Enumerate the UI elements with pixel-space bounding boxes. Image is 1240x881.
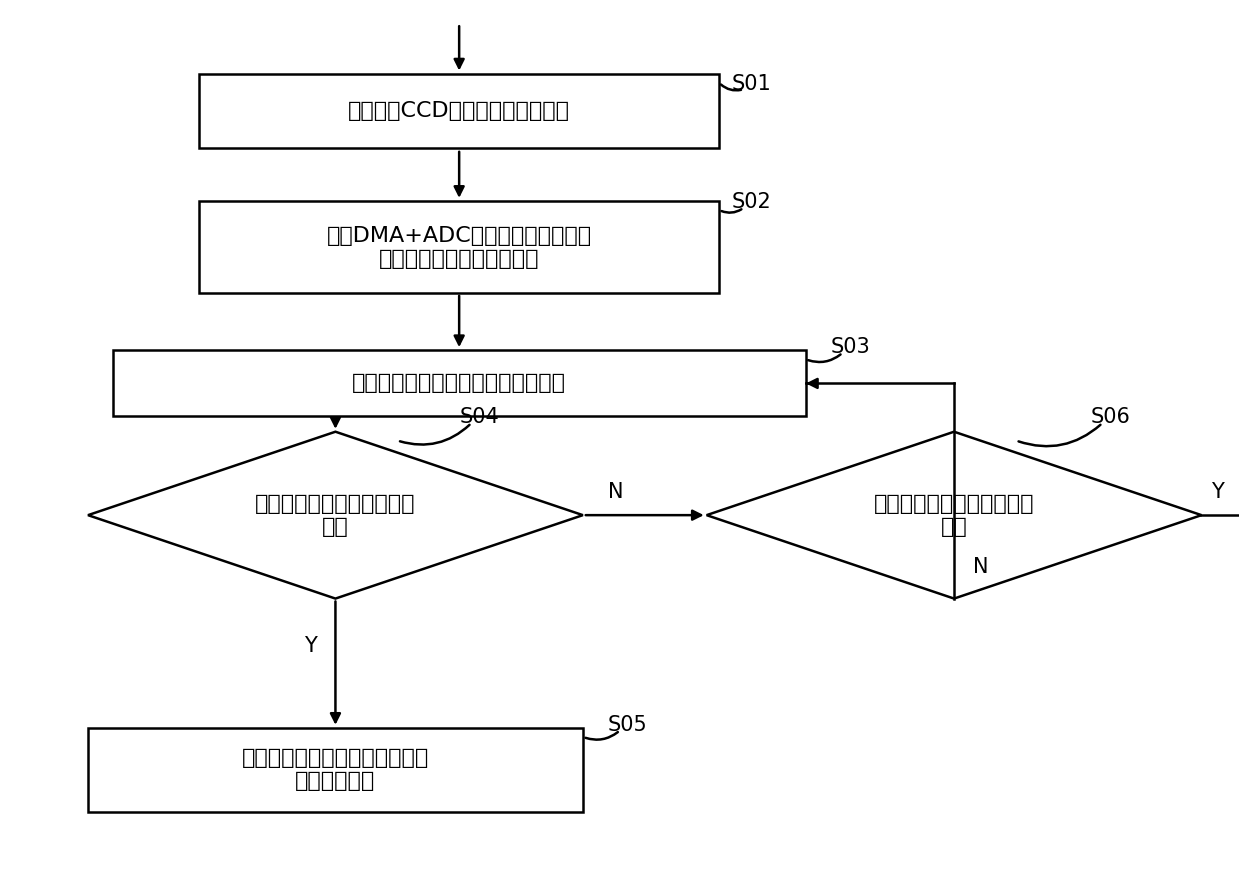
Bar xyxy=(113,351,806,417)
Text: N: N xyxy=(608,482,624,502)
Text: 判断滤波阈值是否超出预设
范围: 判断滤波阈值是否超出预设 范围 xyxy=(874,493,1034,537)
Bar xyxy=(200,74,719,149)
Text: S06: S06 xyxy=(1090,407,1130,427)
Text: N: N xyxy=(972,557,988,577)
Text: S04: S04 xyxy=(459,407,498,427)
Polygon shape xyxy=(707,432,1202,598)
Polygon shape xyxy=(88,432,583,598)
Text: Y: Y xyxy=(305,636,317,655)
Bar xyxy=(200,201,719,293)
Text: 启动线性CCD图像传感器扫描条码: 启动线性CCD图像传感器扫描条码 xyxy=(348,101,570,122)
Text: 启动DMA+ADC采集器进行采集，并
将采集信号存放在缓冲区中: 启动DMA+ADC采集器进行采集，并 将采集信号存放在缓冲区中 xyxy=(326,226,591,269)
Text: S05: S05 xyxy=(608,714,647,735)
Text: S02: S02 xyxy=(732,192,771,212)
Text: S03: S03 xyxy=(831,337,870,357)
Text: S01: S01 xyxy=(732,74,771,93)
Text: Y: Y xyxy=(1211,482,1224,502)
Bar xyxy=(88,728,583,811)
Text: 对参数进行处理，输出通过阅读
所获取的条码: 对参数进行处理，输出通过阅读 所获取的条码 xyxy=(242,748,429,791)
Text: 修改采集信号的滤波阈值，进行滤波: 修改采集信号的滤波阈值，进行滤波 xyxy=(352,374,567,394)
Text: 进行解码，并判断解码是否
成功: 进行解码，并判断解码是否 成功 xyxy=(255,493,415,537)
